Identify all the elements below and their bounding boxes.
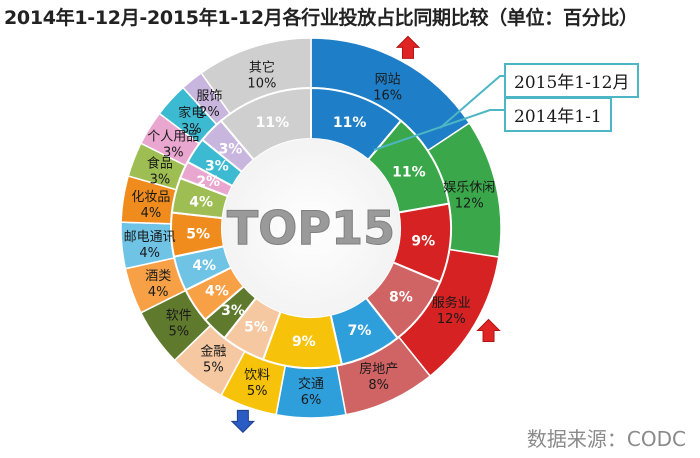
down-arrow-icon-5 (230, 409, 256, 434)
outer-category-label-12: 个人用品 (147, 130, 199, 145)
inner-value-label-8: 4% (205, 284, 229, 300)
outer-value-label-13: 3% (181, 122, 202, 137)
outer-category-label-5: 饮料 (244, 368, 270, 383)
inner-value-label-12: 2% (196, 174, 220, 190)
inner-value-label-5: 9% (292, 334, 316, 350)
outer-category-label-15: 其它 (249, 60, 275, 76)
inner-value-label-9: 4% (192, 258, 216, 274)
outer-value-label-10: 4% (141, 206, 162, 221)
leader-line-2015 (439, 75, 504, 129)
outer-category-label-13: 家电 (178, 105, 204, 121)
outer-value-label-8: 4% (148, 285, 169, 300)
outer-category-label-4: 交通 (298, 376, 324, 392)
center-label: TOP15 (227, 201, 395, 255)
outer-value-label-0: 16% (373, 88, 402, 103)
legend-callout-2015: 2015年1-12月 (504, 63, 640, 98)
outer-category-label-2: 服务业 (432, 295, 471, 311)
inner-value-label-7: 3% (221, 303, 245, 319)
outer-value-label-2: 12% (437, 312, 466, 327)
donut-center (222, 139, 400, 317)
inner-value-label-4: 7% (348, 323, 372, 339)
outer-value-label-3: 8% (368, 378, 389, 393)
outer-value-label-5: 5% (247, 384, 268, 399)
inner-value-label-15: 11% (256, 115, 290, 131)
outer-value-label-12: 3% (163, 146, 184, 161)
outer-value-label-9: 4% (139, 246, 160, 261)
outer-category-label-10: 化妆品 (131, 190, 170, 205)
up-arrow-icon-2 (476, 318, 501, 342)
outer-value-label-7: 5% (168, 325, 189, 340)
leader-line-2014 (373, 109, 504, 151)
outer-value-label-14: 2% (199, 105, 220, 120)
outer-category-label-0: 网站 (375, 72, 401, 87)
source-note: 数据来源：CODC (526, 427, 686, 451)
outer-category-label-14: 服饰 (196, 89, 222, 104)
outer-category-label-7: 软件 (166, 309, 192, 324)
chart-title: 2014年1-12月-2015年1-12月各行业投放占比同期比较（单位：百分比） (4, 7, 638, 29)
outer-value-label-11: 3% (150, 172, 171, 187)
inner-value-label-14: 3% (219, 142, 243, 158)
outer-category-label-11: 食品 (147, 155, 173, 171)
outer-value-label-1: 12% (455, 196, 484, 211)
outer-category-label-3: 房地产 (359, 361, 398, 377)
up-arrow-icon-0 (395, 35, 421, 59)
inner-value-label-10: 5% (186, 226, 210, 242)
outer-value-label-6: 5% (203, 360, 224, 375)
outer-category-label-8: 酒类 (145, 269, 171, 284)
inner-value-label-11: 4% (189, 194, 213, 210)
outer-value-label-15: 10% (247, 77, 276, 92)
inner-value-label-6: 5% (244, 320, 268, 336)
legend-callout-2014: 2014年1-1 (504, 97, 612, 132)
inner-value-label-0: 11% (333, 115, 367, 131)
inner-value-label-3: 8% (389, 289, 413, 305)
outer-category-label-6: 金融 (200, 343, 226, 359)
legend-leader-lines (373, 75, 504, 151)
inner-value-label-13: 3% (205, 158, 229, 174)
outer-category-label-9: 邮电通讯 (124, 230, 176, 245)
outer-value-label-4: 6% (301, 393, 322, 408)
outer-category-label-1: 娱乐休闲 (443, 180, 495, 195)
inner-value-label-1: 11% (392, 165, 426, 181)
inner-value-label-2: 9% (411, 234, 435, 250)
